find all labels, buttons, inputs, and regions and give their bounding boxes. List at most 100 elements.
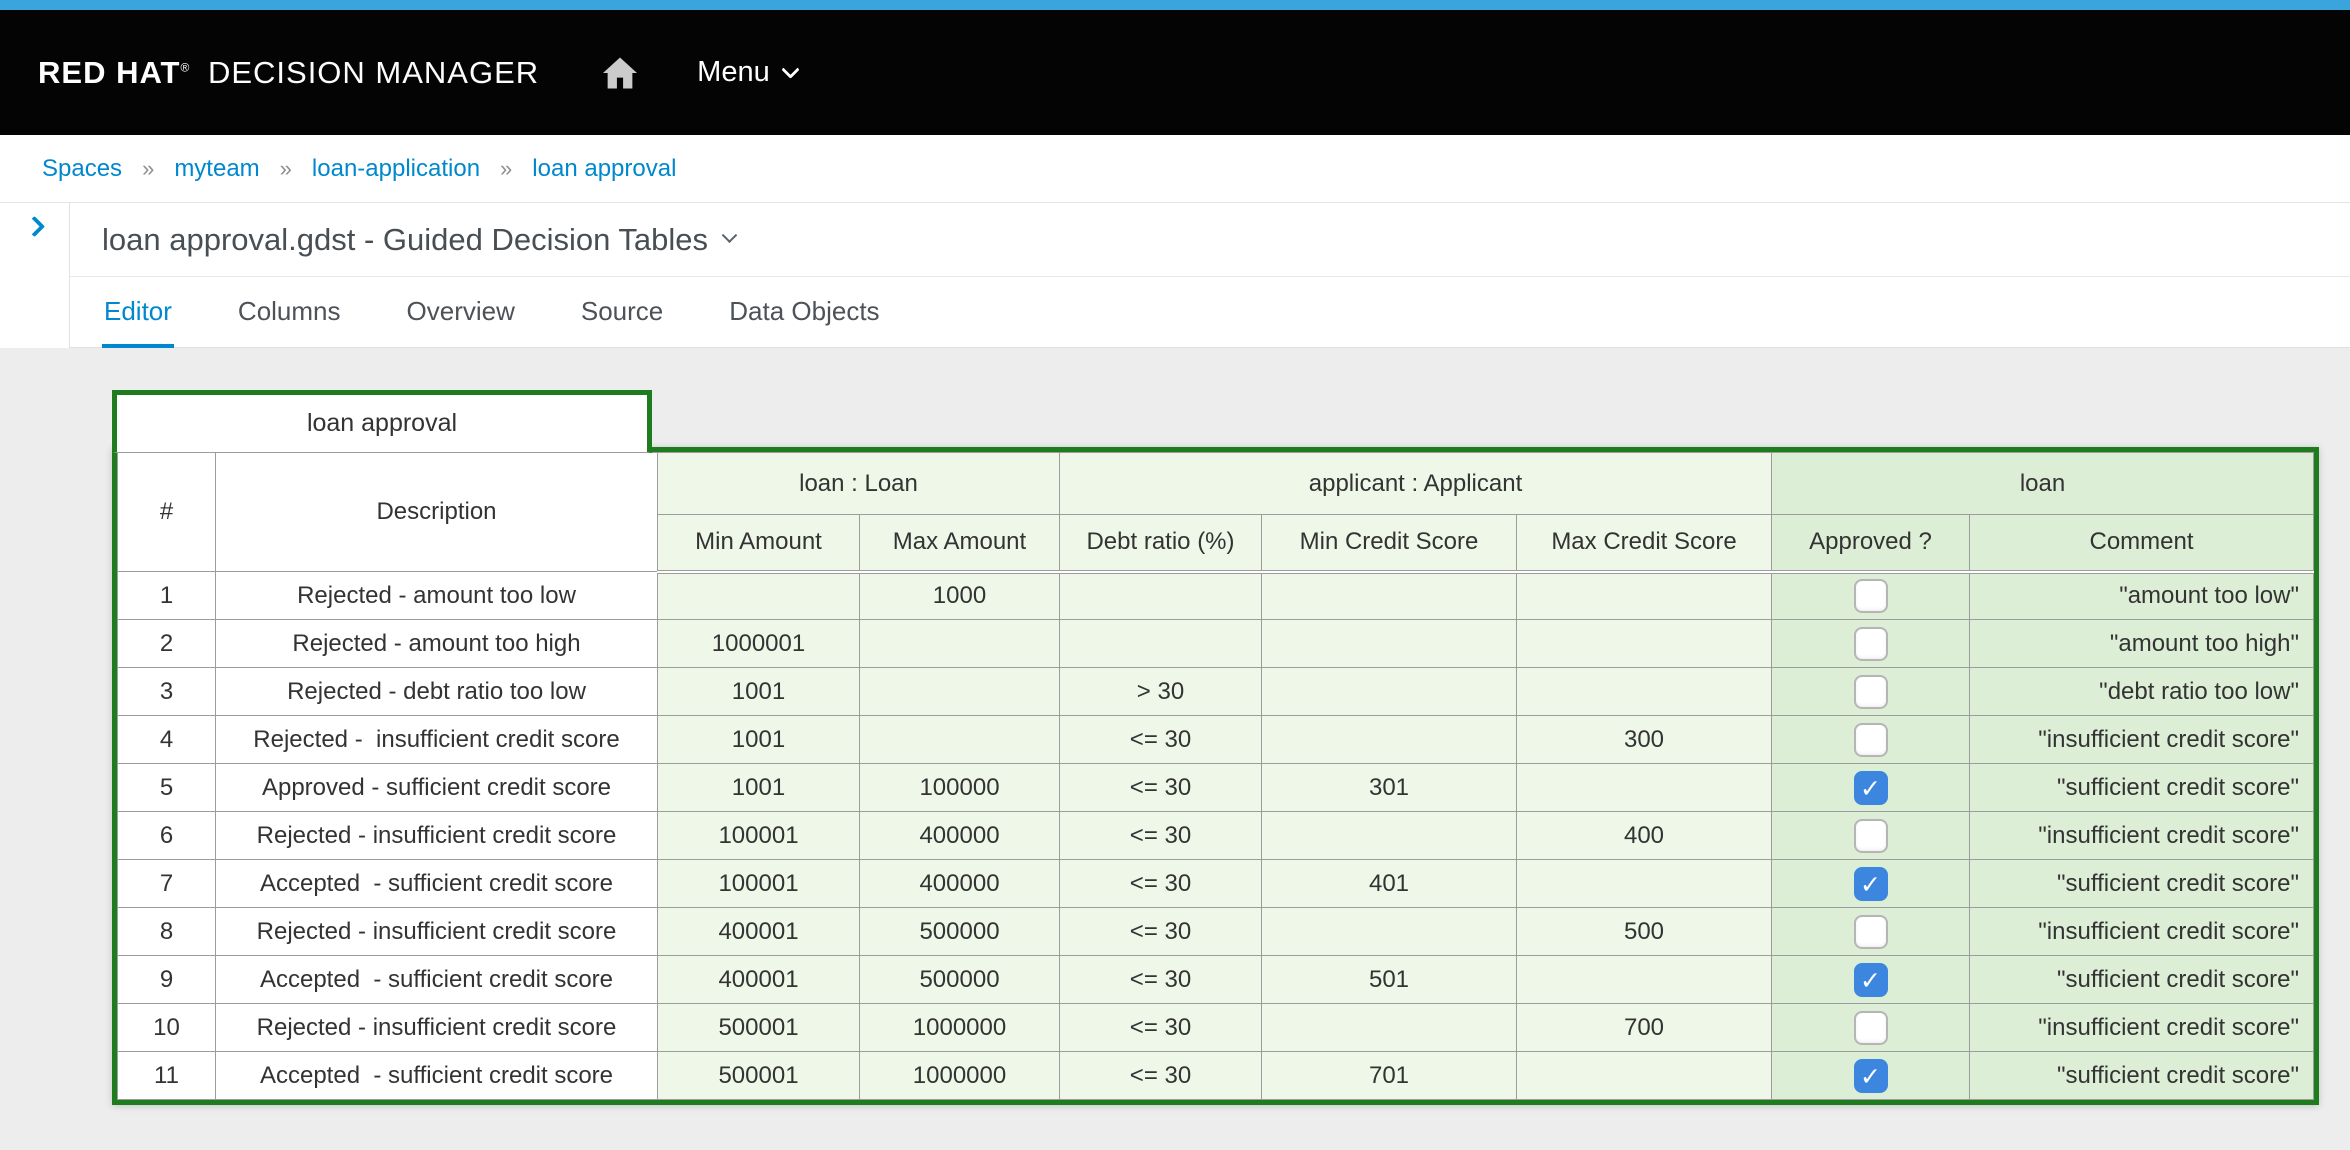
approved-checkbox-checked[interactable]: ✓ [1853, 866, 1888, 901]
max-credit-score-cell[interactable] [1515, 667, 1773, 716]
max-credit-score-cell[interactable] [1515, 859, 1773, 908]
min-amount-cell[interactable]: 1001 [657, 715, 860, 764]
debt-ratio-cell[interactable] [1059, 571, 1262, 620]
column-header-approved[interactable]: Approved ? [1771, 514, 1971, 574]
comment-cell[interactable]: "sufficient credit score" [1969, 1051, 2314, 1100]
max-credit-score-cell[interactable] [1515, 1051, 1773, 1100]
approved-cell[interactable]: ✓ [1771, 1051, 1971, 1100]
debt-ratio-cell[interactable] [1059, 619, 1262, 668]
group-header-loan-condition[interactable]: loan : Loan [657, 452, 1060, 515]
debt-ratio-cell[interactable]: <= 30 [1059, 715, 1262, 764]
tab-data-objects[interactable]: Data Objects [729, 296, 880, 326]
min-credit-score-cell[interactable] [1261, 619, 1517, 668]
debt-ratio-cell[interactable]: > 30 [1059, 667, 1262, 716]
min-amount-cell[interactable]: 100001 [657, 811, 860, 860]
min-credit-score-cell[interactable]: 401 [1261, 859, 1517, 908]
approved-cell[interactable] [1771, 811, 1971, 860]
description-cell[interactable]: Rejected - insufficient credit score [215, 1003, 658, 1052]
approved-cell[interactable]: ✓ [1771, 955, 1971, 1004]
min-amount-cell[interactable]: 400001 [657, 955, 860, 1004]
breadcrumb-item-spaces[interactable]: Spaces [42, 154, 123, 182]
comment-cell[interactable]: "sufficient credit score" [1969, 859, 2314, 908]
comment-cell[interactable]: "insufficient credit score" [1969, 907, 2314, 956]
approved-checkbox-checked[interactable]: ✓ [1853, 962, 1888, 997]
max-credit-score-cell[interactable] [1515, 571, 1773, 620]
breadcrumb-item-loan-approval[interactable]: loan approval [532, 154, 677, 182]
description-cell[interactable]: Rejected - insufficient credit score [215, 715, 658, 764]
description-cell[interactable]: Rejected - insufficient credit score [215, 811, 658, 860]
home-button[interactable] [601, 56, 639, 90]
max-credit-score-cell[interactable] [1515, 619, 1773, 668]
approved-checkbox-unchecked[interactable] [1853, 1010, 1888, 1045]
column-header-debt-ratio[interactable]: Debt ratio (%) [1059, 514, 1262, 574]
max-credit-score-cell[interactable]: 300 [1515, 715, 1773, 764]
debt-ratio-cell[interactable]: <= 30 [1059, 859, 1262, 908]
comment-cell[interactable]: "amount too low" [1969, 571, 2314, 620]
comment-cell[interactable]: "debt ratio too low" [1969, 667, 2314, 716]
approved-checkbox-checked[interactable]: ✓ [1853, 770, 1888, 805]
description-cell[interactable]: Rejected - amount too high [215, 619, 658, 668]
column-header-max-credit-score[interactable]: Max Credit Score [1515, 514, 1773, 574]
max-amount-cell[interactable]: 1000000 [859, 1003, 1060, 1052]
max-amount-cell[interactable]: 500000 [859, 907, 1060, 956]
max-amount-cell[interactable]: 100000 [859, 763, 1060, 812]
min-credit-score-cell[interactable]: 301 [1261, 763, 1517, 812]
group-header-applicant[interactable]: applicant : Applicant [1058, 452, 1773, 515]
approved-checkbox-unchecked[interactable] [1853, 722, 1888, 757]
tab-editor[interactable]: Editor [102, 277, 174, 348]
debt-ratio-cell[interactable]: <= 30 [1059, 1003, 1262, 1052]
min-credit-score-cell[interactable] [1261, 571, 1517, 620]
comment-cell[interactable]: "insufficient credit score" [1969, 715, 2314, 764]
max-credit-score-cell[interactable] [1515, 955, 1773, 1004]
max-credit-score-cell[interactable] [1515, 763, 1773, 812]
max-credit-score-cell[interactable]: 700 [1515, 1003, 1773, 1052]
description-header[interactable]: Description [215, 452, 658, 572]
tab-source[interactable]: Source [580, 296, 664, 326]
description-cell[interactable]: Rejected - debt ratio too low [215, 667, 658, 716]
approved-cell[interactable] [1771, 715, 1971, 764]
min-amount-cell[interactable]: 1001 [657, 667, 860, 716]
menu-button[interactable]: Menu [697, 56, 800, 89]
debt-ratio-cell[interactable]: <= 30 [1059, 907, 1262, 956]
column-header-max-amount[interactable]: Max Amount [859, 514, 1060, 574]
max-amount-cell[interactable]: 400000 [859, 811, 1060, 860]
comment-cell[interactable]: "insufficient credit score" [1969, 811, 2314, 860]
approved-cell[interactable] [1771, 619, 1971, 668]
comment-cell[interactable]: "sufficient credit score" [1969, 955, 2314, 1004]
debt-ratio-cell[interactable]: <= 30 [1059, 955, 1262, 1004]
min-credit-score-cell[interactable] [1261, 907, 1517, 956]
approved-cell[interactable]: ✓ [1771, 859, 1971, 908]
comment-cell[interactable]: "insufficient credit score" [1969, 1003, 2314, 1052]
min-credit-score-cell[interactable] [1261, 715, 1517, 764]
expand-panel-chevron-icon[interactable] [23, 215, 46, 238]
min-amount-cell[interactable]: 100001 [657, 859, 860, 908]
max-credit-score-cell[interactable]: 400 [1515, 811, 1773, 860]
column-header-min-credit-score[interactable]: Min Credit Score [1261, 514, 1517, 574]
approved-cell[interactable] [1771, 571, 1971, 620]
min-credit-score-cell[interactable] [1261, 667, 1517, 716]
max-credit-score-cell[interactable]: 500 [1515, 907, 1773, 956]
description-cell[interactable]: Rejected - amount too low [215, 571, 658, 620]
min-credit-score-cell[interactable] [1261, 1003, 1517, 1052]
decision-table-title[interactable]: loan approval [112, 390, 652, 453]
tab-columns[interactable]: Columns [237, 296, 341, 326]
approved-checkbox-unchecked[interactable] [1853, 674, 1888, 709]
min-credit-score-cell[interactable]: 501 [1261, 955, 1517, 1004]
max-amount-cell[interactable]: 1000 [859, 571, 1060, 620]
approved-cell[interactable] [1771, 907, 1971, 956]
comment-cell[interactable]: "amount too high" [1969, 619, 2314, 668]
description-cell[interactable]: Rejected - insufficient credit score [215, 907, 658, 956]
breadcrumb-item-loan-application[interactable]: loan-application [311, 154, 481, 182]
min-amount-cell[interactable]: 1000001 [657, 619, 860, 668]
max-amount-cell[interactable]: 500000 [859, 955, 1060, 1004]
min-credit-score-cell[interactable]: 701 [1261, 1051, 1517, 1100]
column-header-comment[interactable]: Comment [1969, 514, 2314, 574]
column-header-min-amount[interactable]: Min Amount [657, 514, 860, 574]
max-amount-cell[interactable] [859, 715, 1060, 764]
max-amount-cell[interactable] [859, 619, 1060, 668]
group-header-loan-action[interactable]: loan [1771, 452, 2314, 515]
approved-checkbox-unchecked[interactable] [1853, 818, 1888, 853]
approved-checkbox-unchecked[interactable] [1853, 626, 1888, 661]
approved-checkbox-checked[interactable]: ✓ [1853, 1058, 1888, 1093]
description-cell[interactable]: Approved - sufficient credit score [215, 763, 658, 812]
